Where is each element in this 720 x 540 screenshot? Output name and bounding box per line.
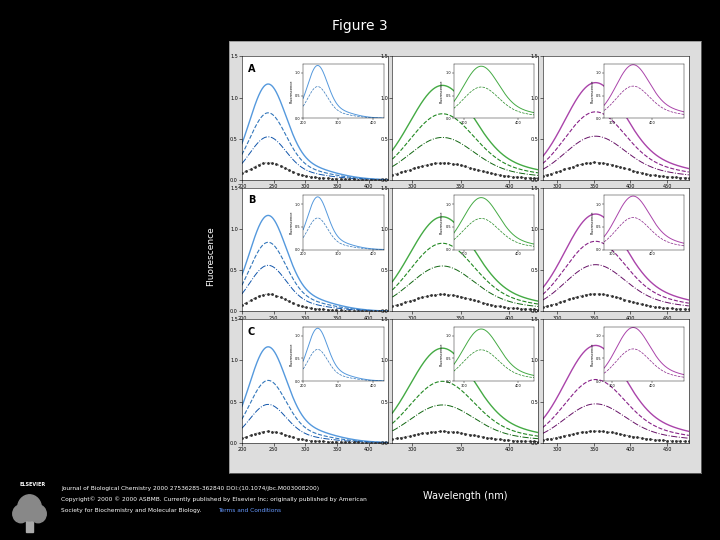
Text: Journal of Biological Chemistry 2000 27536285-362840 DOI:(10.1074/jbc.M003008200: Journal of Biological Chemistry 2000 275… <box>61 486 320 491</box>
Text: ELSEVIER: ELSEVIER <box>19 482 46 487</box>
Y-axis label: Fluorescence: Fluorescence <box>289 342 294 366</box>
Y-axis label: Fluorescence: Fluorescence <box>440 79 444 103</box>
Y-axis label: Fluorescence: Fluorescence <box>590 342 595 366</box>
Circle shape <box>17 495 41 521</box>
Text: Terms and Conditions: Terms and Conditions <box>218 508 282 512</box>
Text: Figure 3: Figure 3 <box>332 19 388 33</box>
Text: Wavelength (nm): Wavelength (nm) <box>423 491 507 502</box>
Y-axis label: Fluorescence: Fluorescence <box>590 79 595 103</box>
Y-axis label: Fluorescence: Fluorescence <box>440 211 444 234</box>
Y-axis label: Fluorescence: Fluorescence <box>440 342 444 366</box>
Circle shape <box>30 505 46 523</box>
Y-axis label: Fluorescence: Fluorescence <box>289 211 294 234</box>
Text: B: B <box>248 195 255 205</box>
Text: Society for Biochemistry and Molecular Biology.: Society for Biochemistry and Molecular B… <box>61 508 202 512</box>
Text: C: C <box>248 327 255 337</box>
Bar <box>26 519 32 531</box>
Text: Copyright© 2000 © 2000 ASBMB. Currently published by Elsevier Inc; originally pu: Copyright© 2000 © 2000 ASBMB. Currently … <box>61 497 367 502</box>
Circle shape <box>13 505 29 523</box>
Y-axis label: Fluorescence: Fluorescence <box>590 211 595 234</box>
Y-axis label: Fluorescence: Fluorescence <box>289 79 294 103</box>
Text: A: A <box>248 64 256 74</box>
Text: Fluorescence: Fluorescence <box>207 227 215 286</box>
